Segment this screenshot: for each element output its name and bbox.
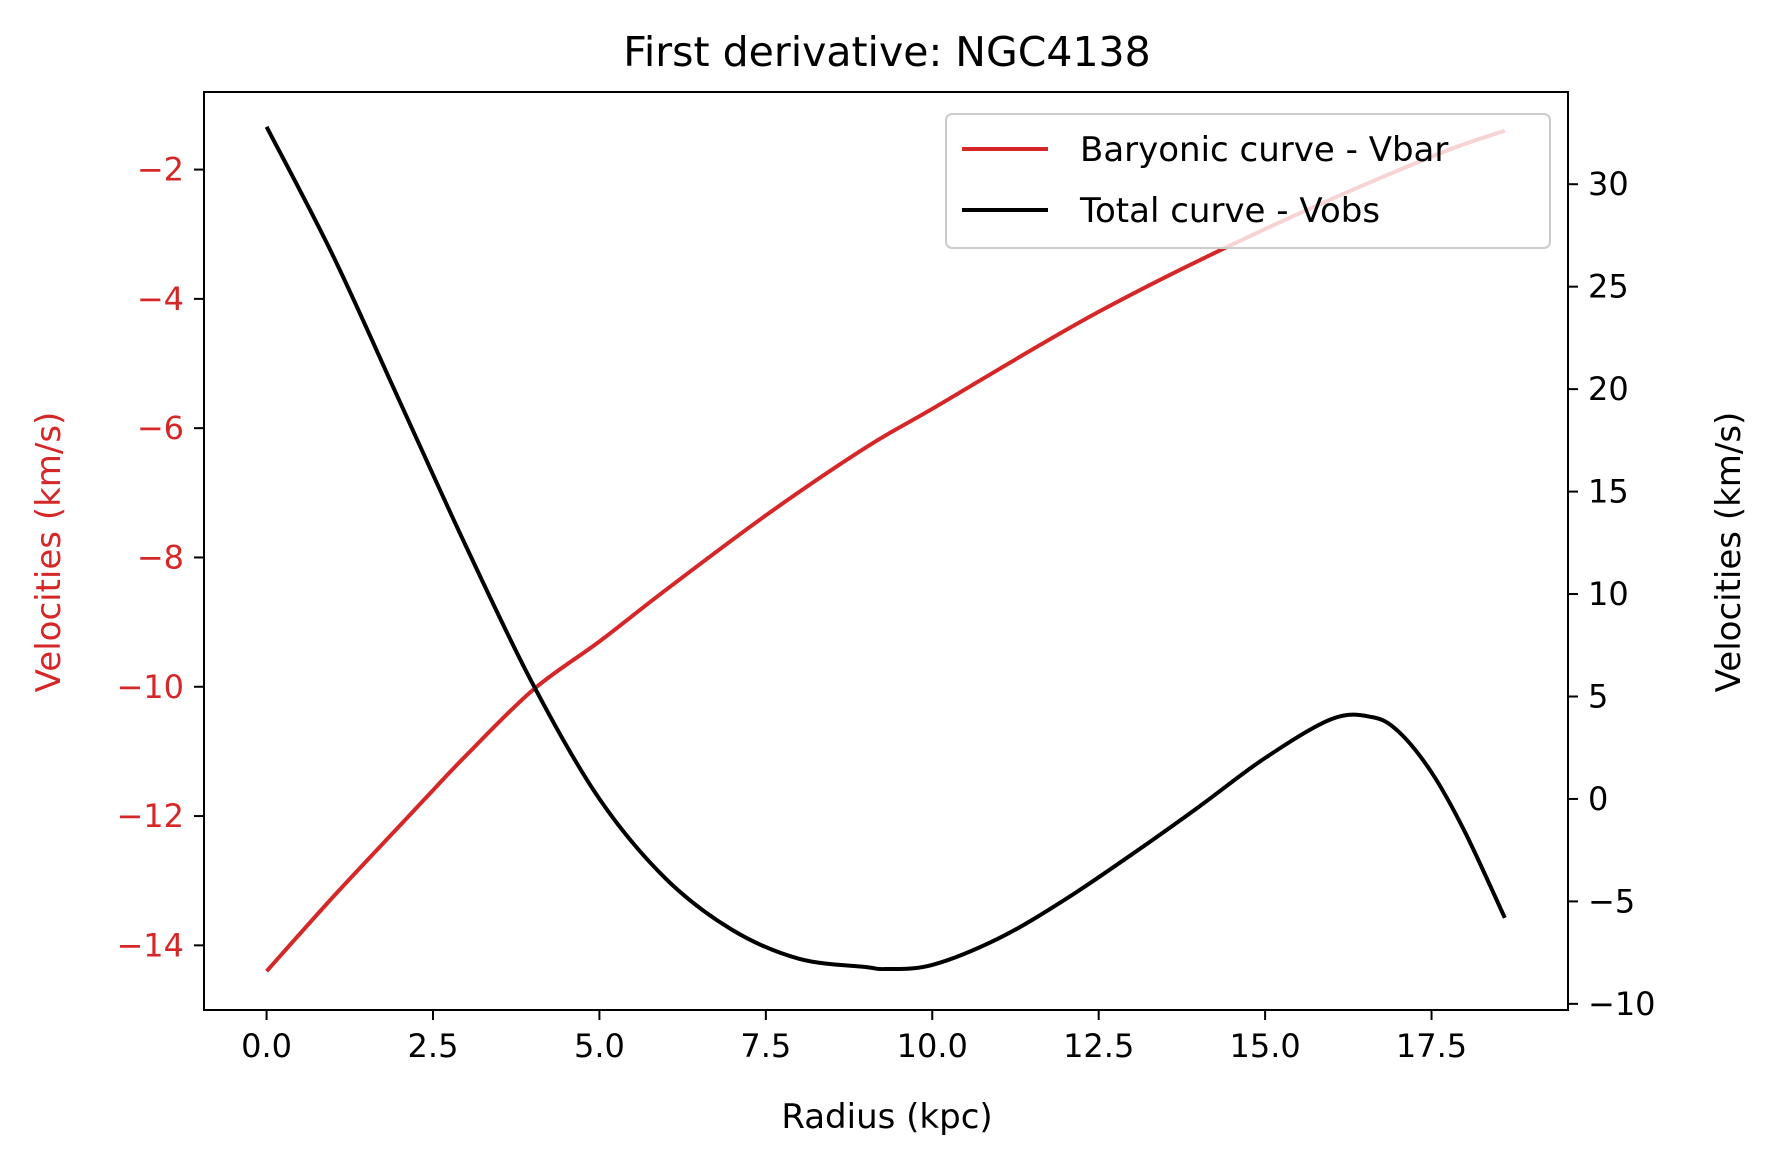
left-y-tick-label: −6 <box>137 409 184 447</box>
left-y-tick-label: −8 <box>137 538 184 576</box>
chart-title: First derivative: NGC4138 <box>623 28 1150 76</box>
plot-frame <box>203 91 1569 1011</box>
left-y-axis-label: Velocities (km/s) <box>29 412 69 693</box>
left-y-tick-label: −10 <box>116 668 184 706</box>
x-axis-label: Radius (kpc) <box>781 1097 992 1137</box>
left-y-tick-label: −2 <box>137 151 184 189</box>
legend-label-vobs: Total curve - Vobs <box>1079 191 1380 231</box>
left-y-tick-label: −14 <box>116 926 184 964</box>
legend-label-vbar: Baryonic curve - Vbar <box>1080 130 1448 170</box>
right-y-axis-label: Velocities (km/s) <box>1709 412 1749 693</box>
x-tick-label: 10.0 <box>897 1027 968 1065</box>
x-tick-label: 2.5 <box>408 1027 459 1065</box>
x-tick-label: 5.0 <box>574 1027 625 1065</box>
x-tick-label: 17.5 <box>1396 1027 1467 1065</box>
right-y-tick-label: 15 <box>1588 473 1629 511</box>
x-tick-label: 12.5 <box>1063 1027 1134 1065</box>
x-tick-label: 0.0 <box>241 1027 292 1065</box>
right-y-tick-label: −10 <box>1588 985 1656 1023</box>
right-y-tick-label: 5 <box>1588 677 1608 715</box>
right-y-tick-label: 10 <box>1588 575 1629 613</box>
axes: 0.0 2.5 5.0 7.5 10.0 12.5 15.0 17.5 −14 −12 −10 −8 −… <box>116 91 1656 1065</box>
x-tick-label: 7.5 <box>740 1027 791 1065</box>
right-y-tick-label: 0 <box>1588 780 1608 818</box>
legend-box <box>945 113 1551 249</box>
left-y-tick-label: −4 <box>137 280 184 318</box>
right-y-tick-label: −5 <box>1588 882 1635 920</box>
right-y-tick-label: 25 <box>1588 268 1629 306</box>
legend: Baryonic curve - Vbar Total curve - Vobs <box>945 113 1551 249</box>
series-line-vobs <box>264 125 1507 972</box>
right-y-tick-label: 30 <box>1588 165 1629 203</box>
x-tick-label: 15.0 <box>1229 1027 1300 1065</box>
left-y-tick-label: −12 <box>116 797 184 835</box>
right-y-tick-label: 20 <box>1588 370 1629 408</box>
